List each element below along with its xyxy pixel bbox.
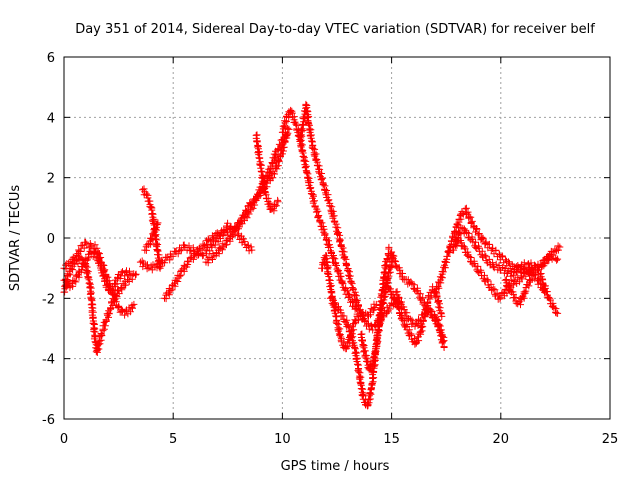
y-tick-label: -4 xyxy=(42,353,55,368)
x-tick-label: 25 xyxy=(602,432,619,447)
x-tick-label: 20 xyxy=(493,432,510,447)
x-axis-label: GPS time / hours xyxy=(281,459,390,474)
axis-ticks: 0 5 10 15 20 25 -6 -4 -2 0 2 4 6 xyxy=(42,51,618,447)
series-track-u xyxy=(536,270,562,317)
y-tick-label: -6 xyxy=(42,413,55,428)
y-tick-label: 2 xyxy=(47,172,55,187)
x-tick-label: 10 xyxy=(274,432,291,447)
series-track-v xyxy=(501,270,538,309)
x-tick-label: 0 xyxy=(60,432,68,447)
plot-frame xyxy=(63,56,611,420)
x-tick-label: 5 xyxy=(169,432,177,447)
y-tick-label: -2 xyxy=(42,292,55,307)
series-track-q xyxy=(392,288,448,345)
chart-title: Day 351 of 2014, Sidereal Day-to-day VTE… xyxy=(75,22,595,37)
series-track-a xyxy=(60,238,138,319)
y-tick-label: 6 xyxy=(47,51,55,66)
y-tick-label: 0 xyxy=(47,232,55,247)
series-track-g xyxy=(161,124,293,303)
y-axis-label: SDTVAR / TECUs xyxy=(8,185,23,292)
series-track-e xyxy=(141,219,162,254)
data-points xyxy=(60,100,564,410)
series-track-i xyxy=(252,131,282,215)
y-tick-label: 4 xyxy=(47,111,55,126)
x-tick-label: 15 xyxy=(383,432,400,447)
grid-lines xyxy=(64,57,610,419)
series-track-h xyxy=(202,131,291,267)
